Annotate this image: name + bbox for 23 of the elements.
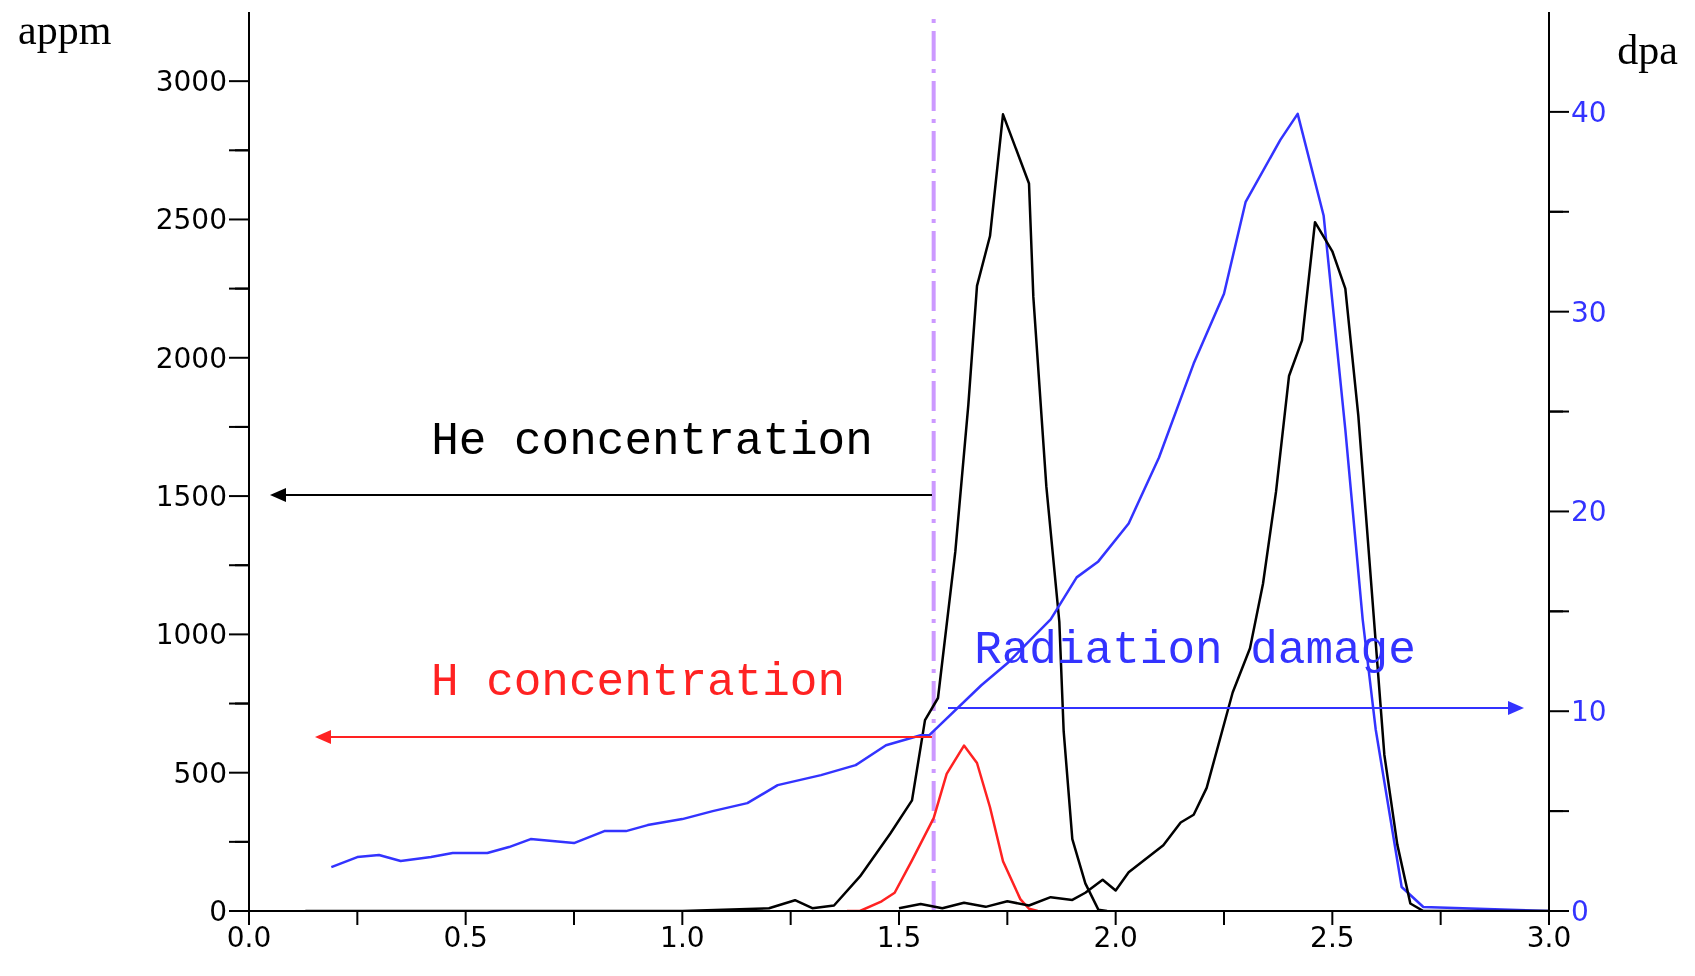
x-tick-label: 1.5 — [876, 920, 922, 954]
y2-tick-label: 20 — [1571, 495, 1607, 529]
y2-tick-label: 0 — [1571, 894, 1589, 928]
y2-tick-label: 40 — [1571, 95, 1607, 129]
y2-tick-label: 10 — [1571, 695, 1607, 729]
y-tick-label: 3000 — [155, 65, 227, 99]
annotation: H concentration — [430, 657, 846, 709]
x-tick-label: 1.0 — [660, 920, 705, 954]
x-tick-label: 3.0 — [1526, 920, 1572, 954]
y-tick-label: 1000 — [155, 618, 227, 652]
y-tick-label: 2500 — [155, 203, 227, 237]
x-tick-label: 2.0 — [1093, 920, 1138, 954]
y-tick-label: 500 — [173, 756, 227, 790]
y-tick-label: 2000 — [155, 341, 227, 375]
y-axis-title: appm — [18, 7, 112, 53]
x-tick-label: 0.5 — [443, 920, 488, 954]
y2-tick-label: 30 — [1571, 295, 1607, 329]
annotation: He concentration — [431, 416, 873, 468]
y2-axis-title: dpa — [1617, 27, 1679, 73]
x-tick-label: 0.0 — [226, 920, 272, 954]
y-tick-label: 0 — [209, 894, 227, 928]
x-tick-label: 2.5 — [1310, 920, 1355, 954]
y-tick-label: 1500 — [155, 480, 227, 514]
